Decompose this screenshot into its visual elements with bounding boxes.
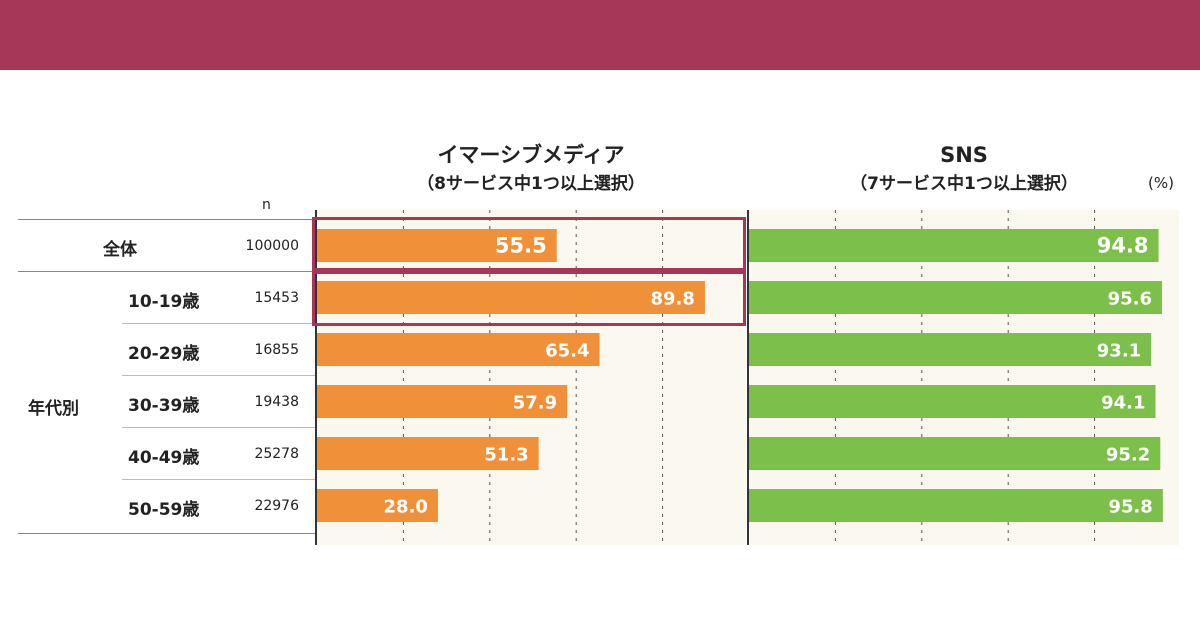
sns-bar <box>749 385 1156 418</box>
row-n-20s: 16855 <box>254 342 299 358</box>
sns-axis <box>747 210 749 545</box>
row-label-40s: 40-49歳 <box>128 448 200 468</box>
immersive-chart-title: イマーシブメディア （8サービス中1つ以上選択） <box>316 142 746 196</box>
row-label-10s: 10-19歳 <box>128 292 200 312</box>
immersive-bar <box>317 385 568 418</box>
immersive-bar <box>317 281 705 314</box>
sns-bar <box>749 437 1161 470</box>
sns-bar <box>749 229 1159 262</box>
immersive-subtitle: （8サービス中1つ以上選択） <box>417 174 645 194</box>
immersive-bar <box>317 333 600 366</box>
table-bottom-line <box>18 533 316 534</box>
immersive-value-label: 89.8 <box>651 289 695 310</box>
sns-value-label: 95.6 <box>1108 289 1152 310</box>
sns-bar <box>749 281 1162 314</box>
row-label-30s: 30-39歳 <box>128 396 200 416</box>
immersive-value-label: 57.9 <box>513 393 557 414</box>
age-group-label: 年代別 <box>28 399 79 419</box>
header-bar <box>0 0 1200 70</box>
immersive-title: イマーシブメディア <box>437 143 625 167</box>
sns-value-label: 95.8 <box>1108 497 1152 518</box>
row-n-40s: 25278 <box>254 446 299 462</box>
immersive-bar <box>317 437 539 470</box>
sns-value-label: 94.8 <box>1097 234 1149 258</box>
highlight-box-total <box>312 217 746 271</box>
sns-value-label: 93.1 <box>1097 341 1141 362</box>
n-column-header: n <box>262 197 271 213</box>
immersive-value-label: 65.4 <box>545 341 589 362</box>
sns-value-label: 95.2 <box>1106 445 1150 466</box>
row-divider <box>122 323 316 324</box>
row-n-10s: 15453 <box>254 290 299 306</box>
immersive-axis <box>315 210 317 545</box>
highlight-box-10s <box>312 271 746 326</box>
immersive-bar <box>317 489 438 522</box>
sns-subtitle: （7サービス中1つ以上選択） <box>850 174 1078 194</box>
sns-title: SNS <box>940 143 988 167</box>
row-n-total: 100000 <box>245 238 299 254</box>
sns-bar <box>749 489 1163 522</box>
row-label-total: 全体 <box>103 240 137 260</box>
immersive-bar <box>317 229 557 262</box>
row-n-50s: 22976 <box>254 498 299 514</box>
sns-bar <box>749 333 1152 366</box>
immersive-value-label: 28.0 <box>384 497 428 518</box>
table-top-line <box>18 219 316 220</box>
unit-label: (%) <box>1148 174 1174 192</box>
sns-chart-title: SNS （7サービス中1つ以上選択） <box>749 142 1179 196</box>
table-total-divider <box>18 271 316 272</box>
row-label-50s: 50-59歳 <box>128 500 200 520</box>
immersive-value-label: 51.3 <box>484 445 528 466</box>
immersive-value-label: 55.5 <box>495 234 547 258</box>
row-divider <box>122 375 316 376</box>
row-label-20s: 20-29歳 <box>128 344 200 364</box>
sns-value-label: 94.1 <box>1101 393 1145 414</box>
row-n-30s: 19438 <box>254 394 299 410</box>
row-divider <box>122 427 316 428</box>
row-divider <box>122 479 316 480</box>
